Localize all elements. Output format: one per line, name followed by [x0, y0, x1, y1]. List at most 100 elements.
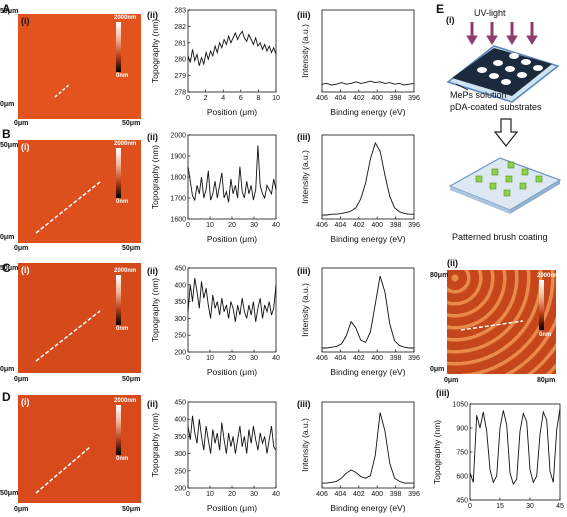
- x-tick-label: 402: [353, 355, 365, 362]
- pda-substrate-label: pDA-coated substrates: [450, 102, 542, 112]
- y-tick-label: 1700: [170, 196, 186, 203]
- series-line: [322, 412, 414, 484]
- panel-b-tag-iii: (iii): [297, 132, 311, 142]
- x-axis-label: Binding energy (eV): [330, 367, 405, 377]
- panel-letter-c: C: [2, 261, 11, 275]
- panel-d-tag-iii: (iii): [297, 399, 311, 409]
- x-tick-label: 396: [408, 491, 420, 498]
- chart-c-topography: 0 10 20 30 40 200 250 300 350 400 450 Position (μm)…: [150, 266, 280, 378]
- y-tick-label: 350: [174, 299, 186, 306]
- y-tick-label: 400: [174, 417, 186, 424]
- afm-b-axis-origin-x: 0μm: [14, 245, 29, 252]
- x-tick-label: 10: [206, 222, 214, 229]
- y-tick-label: 250: [174, 333, 186, 340]
- uv-light-label: UV-light: [474, 8, 506, 18]
- x-axis-label: Position (μm): [207, 234, 257, 244]
- afm-image-a: (i) 2000nm 0nm: [18, 14, 141, 119]
- x-tick-label: 20: [228, 355, 236, 362]
- y-tick-label: 280: [174, 57, 186, 64]
- plot-frame: [187, 9, 277, 93]
- scan-line-c: [35, 310, 101, 362]
- x-tick-label: 10: [206, 491, 214, 498]
- panel-a-tag-iii: (iii): [297, 10, 311, 20]
- afm-image-b: (i) 2000nm 0nm: [18, 140, 141, 243]
- x-tick-label: 30: [250, 222, 258, 229]
- panel-b-tag-i: (i): [21, 142, 30, 152]
- x-tick-label: 20: [228, 222, 236, 229]
- colorbar-b-bottom: 0nm: [116, 199, 129, 205]
- y-axis-label: Intensity (a.u.): [300, 283, 310, 337]
- colorbar-b-top: 2000nm: [114, 141, 137, 147]
- plot-frame: [187, 401, 277, 489]
- x-tick-label: 40: [272, 491, 280, 498]
- panel-c-tag-i: (i): [21, 265, 30, 275]
- colorbar-c: [116, 275, 121, 325]
- y-axis-label: Topography (nm): [150, 19, 160, 83]
- plot-frame: [321, 267, 415, 353]
- x-tick-label: 4: [221, 95, 225, 102]
- uv-arrows: [466, 22, 538, 45]
- afm-b-axis-x: 50μm: [122, 245, 141, 252]
- x-tick-label: 402: [353, 222, 365, 229]
- panel-letter-e: E: [436, 2, 445, 16]
- y-tick-label: 278: [174, 90, 186, 97]
- x-tick-label: 10: [206, 355, 214, 362]
- y-tick-label: 282: [174, 24, 186, 31]
- afm-image-c: (i) 2000nm 0nm: [18, 263, 141, 373]
- x-tick-label: 398: [390, 491, 402, 498]
- afm-e-axis-origin-y: 0μm: [430, 366, 445, 373]
- x-tick-label: 0: [186, 222, 190, 229]
- afm-a-axis-x: 50μm: [122, 120, 141, 127]
- series-line: [187, 145, 277, 203]
- x-tick-label: 396: [408, 222, 420, 229]
- y-axis-label: Topography (nm): [432, 420, 442, 484]
- panel-d-tag-i: (i): [21, 397, 30, 407]
- y-tick-label: 600: [456, 474, 468, 481]
- plot-frame: [321, 401, 415, 489]
- schematic-photomask: [446, 22, 560, 103]
- afm-image-e: 2000nm 0nm: [447, 270, 556, 374]
- x-tick-label: 0: [186, 491, 190, 498]
- afm-a-axis-y: 50μm: [0, 8, 19, 15]
- x-tick-label: 396: [408, 355, 420, 362]
- x-tick-label: 404: [335, 222, 347, 229]
- x-tick-label: 406: [316, 355, 328, 362]
- y-tick-label: 1600: [170, 217, 186, 224]
- x-tick-label: 396: [408, 95, 420, 102]
- panel-d-tag-ii: (ii): [147, 399, 158, 409]
- chart-d-topography: 0 10 20 30 40 200 250 300 350 400 450 Position (μm)…: [150, 400, 280, 514]
- x-tick-label: 30: [250, 491, 258, 498]
- plot-frame: [187, 267, 277, 353]
- x-tick-label: 15: [496, 503, 504, 510]
- x-tick-label: 10: [272, 95, 280, 102]
- x-tick-label: 0: [186, 95, 190, 102]
- colorbar-c-bottom: 0nm: [116, 326, 129, 332]
- colorbar-e-top: 2000nm: [537, 273, 556, 279]
- y-tick-label: 283: [174, 8, 186, 15]
- y-tick-label: 300: [174, 316, 186, 323]
- y-tick-label: 300: [174, 451, 186, 458]
- series-line: [187, 30, 277, 66]
- y-tick-label: 281: [174, 40, 186, 47]
- scan-line-d: [35, 446, 91, 494]
- y-tick-label: 900: [456, 426, 468, 433]
- x-tick-label: 20: [228, 491, 236, 498]
- x-tick-label: 404: [335, 491, 347, 498]
- panel-letter-a: A: [2, 2, 11, 16]
- x-axis-label: Binding energy (eV): [330, 107, 405, 117]
- y-tick-label: 450: [174, 400, 186, 407]
- y-tick-label: 750: [456, 450, 468, 457]
- scan-line-e: [460, 320, 524, 331]
- x-tick-label: 398: [390, 222, 402, 229]
- x-tick-label: 30: [250, 355, 258, 362]
- x-tick-label: 40: [272, 355, 280, 362]
- x-axis-label: Position (μm): [207, 367, 257, 377]
- y-axis-label: Intensity (a.u.): [300, 24, 310, 78]
- afm-e-axis-origin-x: 0μm: [444, 377, 459, 384]
- colorbar-e: [539, 280, 544, 330]
- x-tick-label: 398: [390, 355, 402, 362]
- panel-c-tag-ii: (ii): [147, 266, 158, 276]
- x-tick-label: 402: [353, 491, 365, 498]
